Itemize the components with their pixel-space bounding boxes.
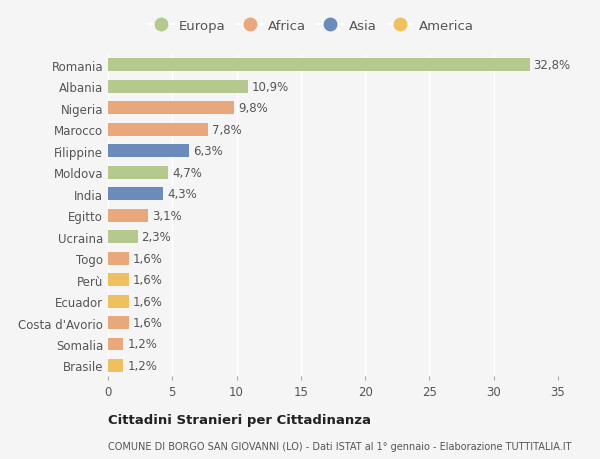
Bar: [108, 231, 137, 244]
Text: 1,6%: 1,6%: [133, 316, 163, 329]
Text: 9,8%: 9,8%: [238, 102, 268, 115]
Bar: [108, 316, 128, 329]
Bar: [108, 188, 163, 201]
Bar: [108, 295, 128, 308]
Bar: [108, 252, 128, 265]
Legend: Europa, Africa, Asia, America: Europa, Africa, Asia, America: [148, 20, 473, 33]
Text: 1,6%: 1,6%: [133, 295, 163, 308]
Bar: [108, 274, 128, 286]
Bar: [108, 338, 124, 351]
Bar: [108, 145, 189, 158]
Text: COMUNE DI BORGO SAN GIOVANNI (LO) - Dati ISTAT al 1° gennaio - Elaborazione TUTT: COMUNE DI BORGO SAN GIOVANNI (LO) - Dati…: [108, 441, 571, 451]
Bar: [108, 123, 208, 136]
Bar: [108, 59, 530, 72]
Text: 10,9%: 10,9%: [252, 81, 289, 94]
Text: 1,2%: 1,2%: [127, 338, 157, 351]
Text: 4,3%: 4,3%: [167, 188, 197, 201]
Text: 1,6%: 1,6%: [133, 274, 163, 286]
Text: 7,8%: 7,8%: [212, 123, 242, 136]
Text: 32,8%: 32,8%: [533, 59, 571, 72]
Bar: [108, 167, 169, 179]
Bar: [108, 102, 234, 115]
Text: 1,2%: 1,2%: [127, 359, 157, 372]
Bar: [108, 359, 124, 372]
Text: 3,1%: 3,1%: [152, 209, 181, 222]
Text: 6,3%: 6,3%: [193, 145, 223, 158]
Bar: [108, 81, 248, 94]
Bar: [108, 209, 148, 222]
Text: 4,7%: 4,7%: [172, 167, 202, 179]
Text: 2,3%: 2,3%: [142, 231, 171, 244]
Text: 1,6%: 1,6%: [133, 252, 163, 265]
Text: Cittadini Stranieri per Cittadinanza: Cittadini Stranieri per Cittadinanza: [108, 413, 371, 426]
